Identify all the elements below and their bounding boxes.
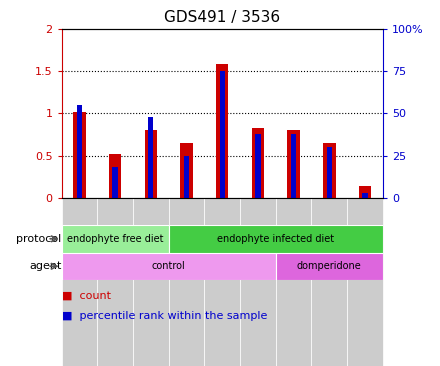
Bar	[204, 198, 240, 366]
Bar	[220, 71, 225, 198]
Bar	[62, 253, 276, 280]
Bar	[252, 128, 264, 198]
Bar	[97, 198, 133, 366]
Bar	[326, 147, 332, 198]
Text: control: control	[152, 261, 186, 271]
Bar	[180, 143, 193, 198]
Bar	[62, 198, 97, 366]
Bar	[73, 112, 86, 198]
Title: GDS491 / 3536: GDS491 / 3536	[164, 10, 280, 25]
Bar	[148, 117, 154, 198]
Bar	[184, 156, 189, 198]
Bar	[347, 198, 383, 366]
Bar	[113, 167, 118, 198]
Text: endophyte infected diet: endophyte infected diet	[217, 234, 334, 244]
Bar	[276, 253, 383, 280]
Bar	[287, 130, 300, 198]
Bar	[240, 198, 276, 366]
Bar	[62, 225, 169, 253]
Bar	[133, 198, 169, 366]
Bar	[276, 198, 312, 366]
Text: agent: agent	[29, 261, 62, 271]
Bar	[77, 105, 82, 198]
Bar	[312, 198, 347, 366]
Bar	[109, 154, 121, 198]
Text: protocol: protocol	[16, 234, 62, 244]
Text: domperidone: domperidone	[297, 261, 362, 271]
Text: ■  count: ■ count	[62, 291, 110, 301]
Bar	[145, 130, 157, 198]
Bar	[359, 186, 371, 198]
Text: ■  percentile rank within the sample: ■ percentile rank within the sample	[62, 311, 267, 321]
Bar	[291, 134, 296, 198]
Text: endophyte free diet: endophyte free diet	[67, 234, 163, 244]
Bar	[216, 64, 228, 198]
Bar	[362, 193, 368, 198]
Bar	[323, 143, 336, 198]
Bar	[169, 225, 383, 253]
Bar	[255, 134, 260, 198]
Bar	[169, 198, 204, 366]
